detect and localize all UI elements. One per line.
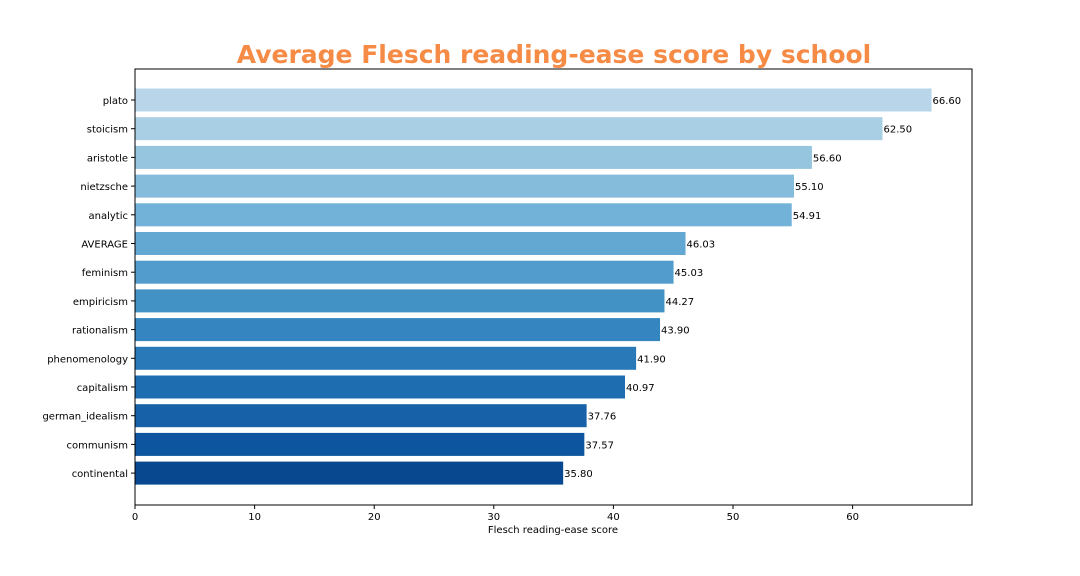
y-tick-label-feminism: feminism [82,268,128,279]
bar-nietzsche [135,174,794,198]
x-tick-label-50: 50 [727,512,740,523]
value-labels: 66.60 62.50 56.60 55.10 54.91 46.03 45.03 44.27… [564,96,961,480]
value-label-continental: 35.80 [564,469,593,480]
plot-frame [134,68,973,506]
y-tick-label-continental: continental [72,469,128,480]
y-tick-label-plato: plato [103,96,128,107]
value-label-feminism: 45.03 [675,268,704,279]
bar-capitalism [135,375,626,399]
bar-stoicism [135,117,883,141]
bar-plato [135,88,932,112]
value-label-german_idealism: 37.76 [588,412,617,423]
value-label-stoicism: 62.50 [884,125,913,136]
chart-title: Average Flesch reading-ease score by sch… [237,40,872,69]
bar-analytic [135,203,792,227]
x-tick-label-20: 20 [368,512,381,523]
value-label-analytic: 54.91 [793,211,822,222]
value-label-phenomenology: 41.90 [637,354,666,365]
bar-feminism [135,260,674,284]
value-label-communism: 37.57 [585,440,614,451]
bar-empiricism [135,289,665,313]
x-tick-label-0: 0 [132,512,138,523]
value-label-plato: 66.60 [933,96,962,107]
bars [135,88,932,485]
y-tick-label-empiricism: empiricism [73,297,128,308]
bar-phenomenology [135,346,637,370]
bar-german_idealism [135,404,587,428]
value-label-nietzsche: 55.10 [795,182,824,193]
bar-continental [135,461,564,485]
x-axis-label: Flesch reading-ease score [488,525,618,536]
value-label-empiricism: 44.27 [665,297,694,308]
value-label-AVERAGE: 46.03 [687,240,716,251]
y-axis: plato stoicism aristotle nietzsche analytic A… [42,96,135,480]
y-tick-label-nietzsche: nietzsche [80,182,128,193]
x-tick-label-10: 10 [248,512,261,523]
y-tick-label-rationalism: rationalism [72,326,128,337]
y-tick-label-AVERAGE: AVERAGE [81,240,128,251]
x-tick-label-40: 40 [607,512,620,523]
value-label-rationalism: 43.90 [661,326,690,337]
bar-communism [135,432,585,456]
x-axis: 0 10 20 30 40 50 60 [132,505,859,523]
y-tick-label-stoicism: stoicism [87,125,128,136]
bar-aristotle [135,145,812,169]
bar-AVERAGE [135,232,686,255]
x-tick-label-30: 30 [487,512,500,523]
value-label-aristotle: 56.60 [813,153,842,164]
bar-rationalism [135,318,661,342]
y-tick-label-capitalism: capitalism [77,383,128,394]
x-tick-label-60: 60 [846,512,859,523]
y-tick-label-aristotle: aristotle [87,153,128,164]
value-label-capitalism: 40.97 [626,383,655,394]
y-tick-label-german_idealism: german_idealism [42,412,128,423]
y-tick-label-analytic: analytic [89,211,129,222]
y-tick-label-phenomenology: phenomenology [47,354,128,365]
y-tick-label-communism: communism [66,440,128,451]
